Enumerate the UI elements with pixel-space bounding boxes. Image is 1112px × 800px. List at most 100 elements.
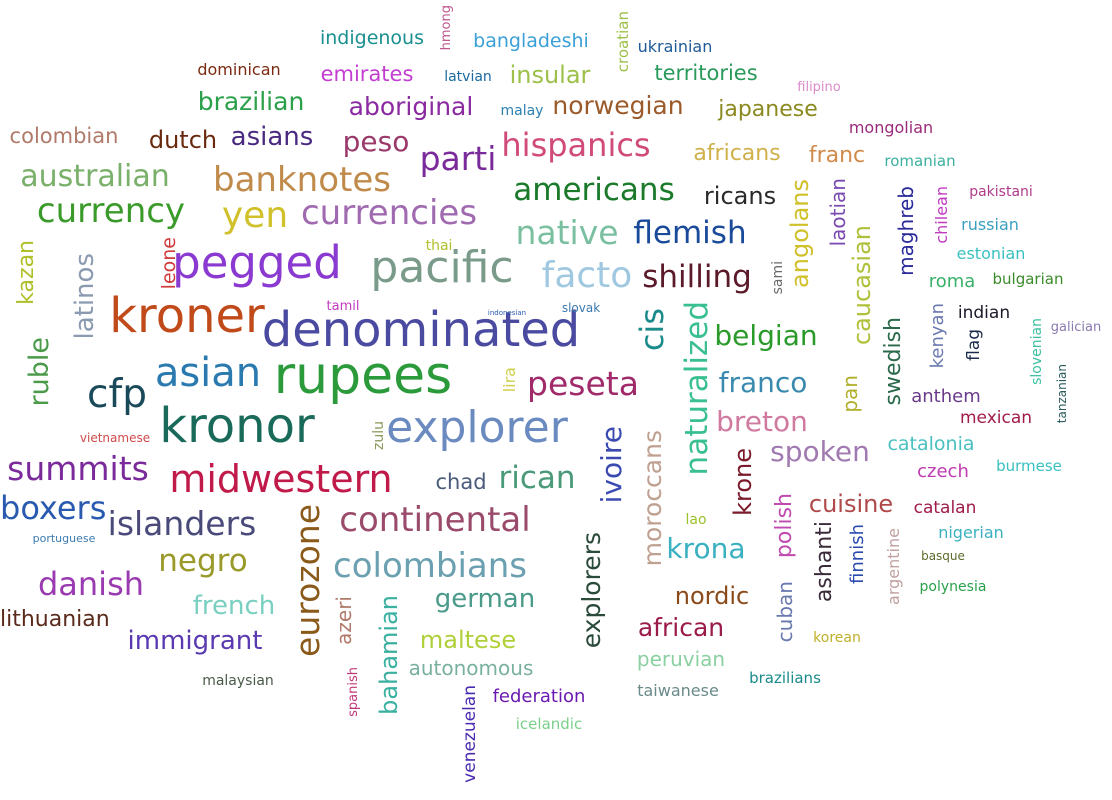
word-korean: korean (813, 630, 861, 646)
word-autonomous: autonomous (408, 656, 534, 680)
word-ricans: ricans (703, 182, 777, 210)
word-krone: krone (729, 448, 757, 516)
word-flag: flag (963, 329, 984, 361)
word-ukrainian: ukrainian (637, 37, 713, 56)
word-facto: facto (541, 255, 633, 296)
word-basque: basque (921, 549, 965, 563)
word-asian: asian (154, 350, 262, 396)
word-native: native (515, 212, 619, 252)
word-roma: roma (928, 271, 976, 292)
word-lira: lira (500, 367, 519, 393)
word-explorers: explorers (576, 531, 606, 649)
word-nordic: nordic (674, 582, 750, 610)
word-portuguese: portuguese (32, 531, 96, 545)
word-continental: continental (339, 500, 531, 540)
word-cuisine: cuisine (808, 490, 894, 518)
word-hmong: hmong (438, 5, 454, 51)
word-african: african (637, 612, 725, 642)
word-ivoire: ivoire (595, 426, 628, 504)
word-slovenian: slovenian (1029, 317, 1045, 385)
word-cfp: cfp (87, 371, 147, 417)
word-filipino: filipino (797, 79, 841, 95)
word-pegged: pegged (172, 235, 342, 289)
word-japanese: japanese (718, 97, 818, 122)
word-burmese: burmese (996, 456, 1062, 475)
word-pacific: pacific (370, 242, 514, 293)
word-thai: thai (425, 238, 453, 254)
word-croatian: croatian (613, 11, 632, 73)
word-spanish: spanish (345, 667, 361, 717)
word-rican: rican (498, 459, 576, 496)
word-french: french (192, 591, 276, 621)
word-parti: parti (419, 138, 497, 178)
word-caucasian: caucasian (848, 224, 876, 346)
word-franc: franc (808, 143, 866, 168)
word-catalonia: catalonia (887, 432, 975, 455)
word-mongolian: mongolian (848, 118, 934, 137)
word-maghreb: maghreb (894, 186, 918, 276)
word-krona: krona (666, 532, 746, 565)
word-moroccans: moroccans (637, 429, 667, 567)
word-malaysian: malaysian (202, 673, 274, 689)
word-pan: pan (838, 375, 862, 413)
word-pakistani: pakistani (969, 184, 1033, 200)
word-latinos: latinos (70, 252, 100, 340)
word-chilean: chilean (932, 186, 951, 244)
word-swedish: swedish (881, 316, 906, 406)
word-vietnamese: vietnamese (79, 431, 151, 445)
word-territories: territories (654, 60, 758, 85)
word-kazan: kazan (14, 239, 39, 305)
word-bahamian: bahamian (375, 595, 403, 715)
word-tamil: tamil (326, 298, 360, 314)
word-bulgarian: bulgarian (992, 269, 1064, 288)
word-aboriginal: aboriginal (348, 91, 474, 121)
word-peso: peso (342, 125, 410, 158)
word-russian: russian (961, 215, 1019, 234)
word-banknotes: banknotes (213, 160, 391, 200)
word-islanders: islanders (107, 503, 257, 543)
word-negro: negro (158, 542, 248, 579)
word-brazilian: brazilian (197, 86, 305, 116)
word-malay: malay (500, 103, 544, 119)
word-currency: currency (36, 191, 186, 231)
word-sami: sami (770, 261, 786, 295)
word-federation: federation (492, 686, 586, 707)
word-lao: lao (685, 512, 707, 528)
word-ashanti: ashanti (812, 521, 837, 603)
word-mexican: mexican (959, 407, 1033, 428)
word-colombians: colombians (333, 546, 527, 586)
word-flemish: flemish (633, 214, 747, 251)
word-maltese: maltese (419, 626, 517, 654)
word-polynesia: polynesia (919, 579, 987, 595)
word-chad: chad (435, 469, 487, 494)
word-currencies: currencies (300, 193, 478, 233)
word-breton: breton (716, 405, 808, 438)
word-belgian: belgian (714, 319, 818, 352)
word-anthem: anthem (911, 386, 981, 407)
word-spoken: spoken (770, 435, 870, 468)
word-finnish: finnish (847, 524, 868, 584)
word-australian: australian (20, 159, 170, 194)
word-slovak: slovak (561, 301, 601, 315)
word-brazilians: brazilians (749, 668, 821, 687)
word-eurozone: eurozone (287, 503, 327, 657)
word-tanzanian: tanzanian (1055, 364, 1069, 424)
word-indonesian: indonesian (487, 308, 527, 317)
word-laotian: laotian (826, 177, 850, 247)
word-yen: yen (221, 195, 289, 236)
word-peseta: peseta (527, 363, 639, 403)
word-boxers: boxers (0, 489, 107, 527)
word-galician: galician (1050, 319, 1102, 335)
word-cis: cis (633, 308, 671, 352)
word-zulu: zulu (371, 420, 387, 450)
word-taiwanese: taiwanese (637, 681, 719, 700)
word-danish: danish (37, 565, 145, 603)
word-denominated: denominated (261, 302, 581, 358)
word-asians: asians (230, 122, 314, 152)
word-africans: africans (693, 141, 781, 166)
word-argentine: argentine (884, 527, 903, 605)
word-immigrant: immigrant (127, 626, 263, 656)
word-venezuelan: venezuelan (459, 685, 480, 783)
word-polish: polish (772, 493, 797, 559)
word-emirates: emirates (320, 61, 414, 86)
